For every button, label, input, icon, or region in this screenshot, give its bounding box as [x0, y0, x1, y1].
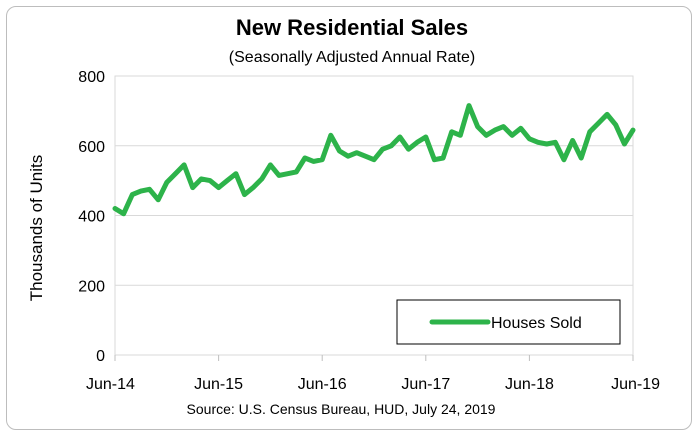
series-layer: [112, 103, 636, 217]
chart-title: New Residential Sales: [236, 15, 468, 40]
data-points: [112, 103, 636, 216]
x-tick-label: Jun-14: [86, 376, 135, 393]
data-point-2015-02: [181, 162, 187, 168]
data-point-2016-07: [328, 133, 333, 138]
x-axis-ticks: Jun-14 Jun-15 Jun-16 Jun-17 Jun-18 Jun-19: [86, 355, 660, 393]
data-point-2018-11: [570, 138, 575, 143]
data-point-2018-01: [484, 133, 489, 138]
data-point-2017-12: [475, 124, 480, 129]
source-note: Source: U.S. Census Bureau, HUD, July 24…: [187, 401, 496, 417]
legend: Houses Sold: [396, 299, 621, 345]
data-point-2018-10: [561, 157, 567, 162]
data-point-2018-12: [579, 155, 584, 161]
x-tick-label: Jun-15: [194, 376, 243, 393]
data-point-2017-03: [397, 134, 403, 140]
data-point-2017-04: [406, 147, 411, 152]
legend-box: [396, 299, 621, 345]
data-point-2014-06: [112, 206, 118, 211]
data-point-2016-05: [311, 159, 316, 164]
data-point-2019-04: [613, 122, 618, 128]
data-point-2018-08: [544, 141, 549, 147]
data-point-2015-06: [216, 185, 221, 190]
data-point-2017-06: [423, 134, 428, 140]
data-point-2016-08: [337, 148, 342, 154]
x-tick-label: Jun-19: [611, 376, 660, 393]
data-point-2018-04: [509, 133, 515, 138]
data-point-2018-07: [535, 140, 541, 145]
plot-area: [114, 75, 634, 356]
x-tick-label: Jun-17: [401, 376, 450, 393]
data-point-2014-11: [156, 197, 161, 202]
data-point-2016-01: [276, 173, 282, 178]
data-point-2017-01: [380, 147, 385, 152]
data-point-2015-05: [207, 178, 213, 183]
data-point-2014-10: [147, 187, 152, 192]
data-point-2016-04: [302, 155, 308, 161]
data-point-2015-01: [173, 171, 178, 176]
data-point-2017-05: [415, 140, 420, 145]
y-tick-label-600: 600: [78, 139, 105, 156]
data-point-2019-01: [587, 129, 592, 134]
y-tick-label-400: 400: [78, 209, 105, 226]
chart-frame: [6, 6, 692, 430]
data-point-2016-10: [354, 150, 359, 155]
data-point-2015-09: [242, 192, 247, 197]
data-point-2015-07: [225, 178, 230, 183]
data-point-2016-11: [363, 154, 368, 159]
data-point-2016-03: [294, 169, 299, 175]
data-point-2017-10: [458, 133, 463, 138]
data-point-2018-02: [492, 127, 498, 133]
y-tick-label-200: 200: [78, 278, 105, 295]
data-point-2017-08: [440, 155, 446, 161]
data-point-2018-06: [527, 136, 532, 141]
data-point-2018-09: [553, 140, 558, 145]
legend-label: Houses Sold: [491, 315, 582, 332]
data-point-2016-06: [320, 157, 325, 162]
data-point-2019-06: [630, 127, 636, 133]
data-point-2014-12: [164, 180, 169, 185]
data-point-2017-07: [432, 157, 437, 162]
data-point-2019-03: [604, 112, 610, 117]
x-tick-label: Jun-18: [505, 376, 554, 393]
y-axis-label: Thousands of Units: [27, 155, 46, 301]
data-point-2019-02: [596, 120, 601, 126]
chart-subtitle: (Seasonally Adjusted Annual Rate): [229, 49, 475, 66]
data-point-2017-02: [389, 143, 394, 148]
data-point-2016-02: [285, 171, 290, 176]
x-tick-label: Jun-16: [298, 376, 347, 393]
y-axis-ticks: 0 200 400 600 800: [78, 69, 105, 365]
data-point-2018-05: [518, 126, 523, 131]
data-point-2015-11: [259, 176, 264, 182]
data-point-2015-12: [268, 162, 273, 168]
data-point-2016-09: [345, 154, 351, 159]
data-point-2014-09: [138, 188, 144, 194]
data-point-2019-05: [622, 141, 627, 147]
data-point-2014-07: [121, 211, 126, 216]
data-point-2014-08: [130, 192, 135, 197]
y-tick-label-800: 800: [78, 69, 105, 86]
data-point-2015-10: [250, 185, 256, 190]
data-point-2016-12: [371, 157, 377, 162]
y-tick-label-0: 0: [96, 348, 105, 365]
data-point-2015-04: [199, 176, 204, 182]
data-point-2017-09: [449, 129, 454, 134]
data-point-2015-08: [233, 171, 239, 176]
data-point-2017-11: [466, 103, 472, 108]
data-point-2018-03: [501, 124, 506, 129]
data-point-2015-03: [190, 185, 195, 190]
